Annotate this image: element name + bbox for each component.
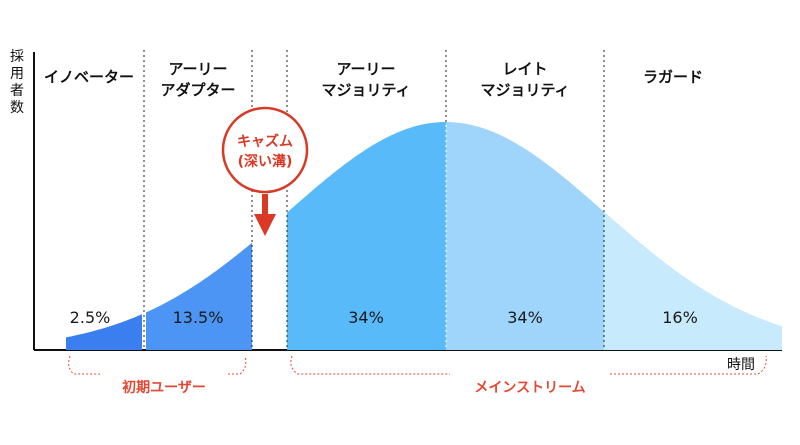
segment-label-late-majority: マジョリティ (480, 81, 569, 99)
segment-area-late-majority (446, 122, 604, 350)
y-axis-label-char: 数 (10, 100, 24, 116)
brace-early-users (68, 355, 247, 375)
segment-label-early-adopters: アダプター (160, 81, 235, 99)
segment-percent-laggards: 16% (662, 308, 698, 327)
chasm-callout: キャズム (深い溝) (221, 106, 309, 236)
chasm-arrow-icon (262, 194, 268, 216)
segment-label-laggards: ラガード (643, 68, 703, 86)
group-label-early-users: 初期ユーザー (122, 379, 206, 396)
segment-label-early-adopters: アーリー (168, 60, 227, 78)
segment-area-laggards (604, 211, 782, 350)
segment-area-innovators (66, 314, 142, 350)
y-axis-label-char: 用 (10, 66, 24, 82)
group-label-mainstream: メインストリーム (474, 380, 585, 396)
segment-percent-innovators: 2.5% (70, 308, 111, 327)
segment-percent-late-majority: 34% (507, 308, 543, 327)
chasm-arrow-head-icon (254, 214, 276, 236)
segment-percent-early-adopters: 13.5% (173, 308, 224, 327)
y-axis-label-char: 採 (10, 49, 24, 65)
chasm-label: キャズム (237, 133, 293, 150)
chasm-sublabel: (深い溝) (238, 153, 293, 170)
segment-label-late-majority: レイト (502, 60, 547, 78)
x-axis-label: 時間 (727, 357, 755, 373)
segment-area-early-majority (287, 122, 446, 350)
segment-label-innovators: イノベーター (44, 68, 134, 86)
segment-label-early-majority: マジョリティ (321, 81, 410, 99)
brace-mainstream (290, 355, 767, 375)
chasm-circle (221, 106, 309, 194)
segment-area-early-adopters (146, 242, 252, 350)
segment-label-early-majority: アーリー (336, 60, 395, 78)
segment-percent-early-majority: 34% (348, 308, 384, 327)
y-axis-label-char: 者 (10, 83, 24, 99)
